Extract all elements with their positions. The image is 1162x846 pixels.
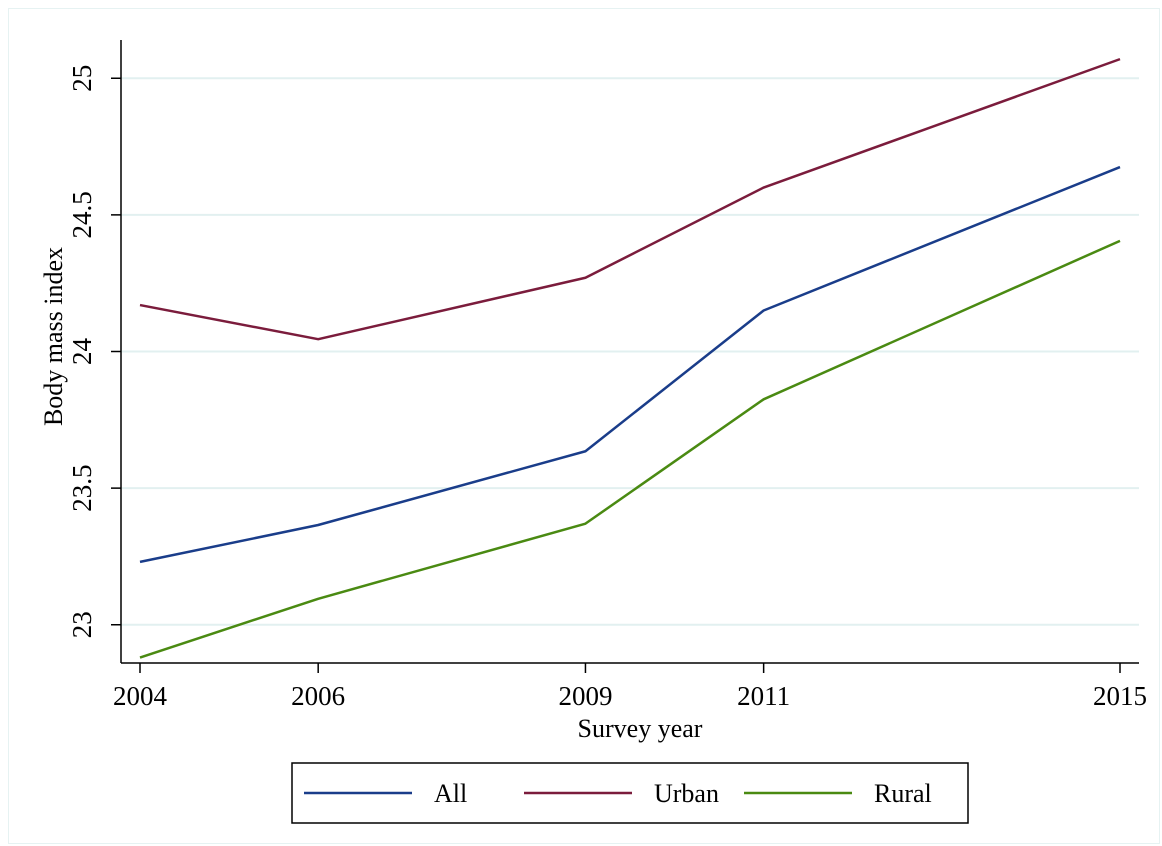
x-tick-label: 2006	[291, 681, 345, 711]
x-axis-title: Survey year	[578, 714, 703, 743]
legend: All Urban Rural	[291, 762, 969, 824]
y-tick-label: 23	[67, 611, 97, 638]
tick-labels: 23 23.5 24 24.5 25 2004 2006 2009 2011 2015	[67, 65, 1147, 711]
x-tick-label: 2009	[558, 681, 612, 711]
x-tick-label: 2015	[1093, 681, 1147, 711]
axes	[111, 40, 1139, 673]
x-tick-label: 2011	[737, 681, 790, 711]
series-line-rural	[139, 239, 1121, 659]
series-line-all	[139, 165, 1121, 564]
series-lines	[139, 57, 1121, 659]
legend-label-all: All	[434, 779, 467, 808]
x-tick-label: 2004	[113, 681, 168, 711]
y-tick-label: 25	[67, 65, 97, 92]
y-tick-label: 24	[67, 338, 97, 366]
legend-label-urban: Urban	[654, 779, 719, 808]
gridlines	[121, 77, 1139, 626]
y-axis-title: Body mass index	[39, 247, 68, 426]
y-tick-label: 23.5	[67, 464, 97, 511]
legend-label-rural: Rural	[874, 779, 932, 808]
series-line-urban	[139, 57, 1121, 341]
y-tick-label: 24.5	[67, 191, 97, 238]
chart-frame	[8, 8, 1160, 844]
